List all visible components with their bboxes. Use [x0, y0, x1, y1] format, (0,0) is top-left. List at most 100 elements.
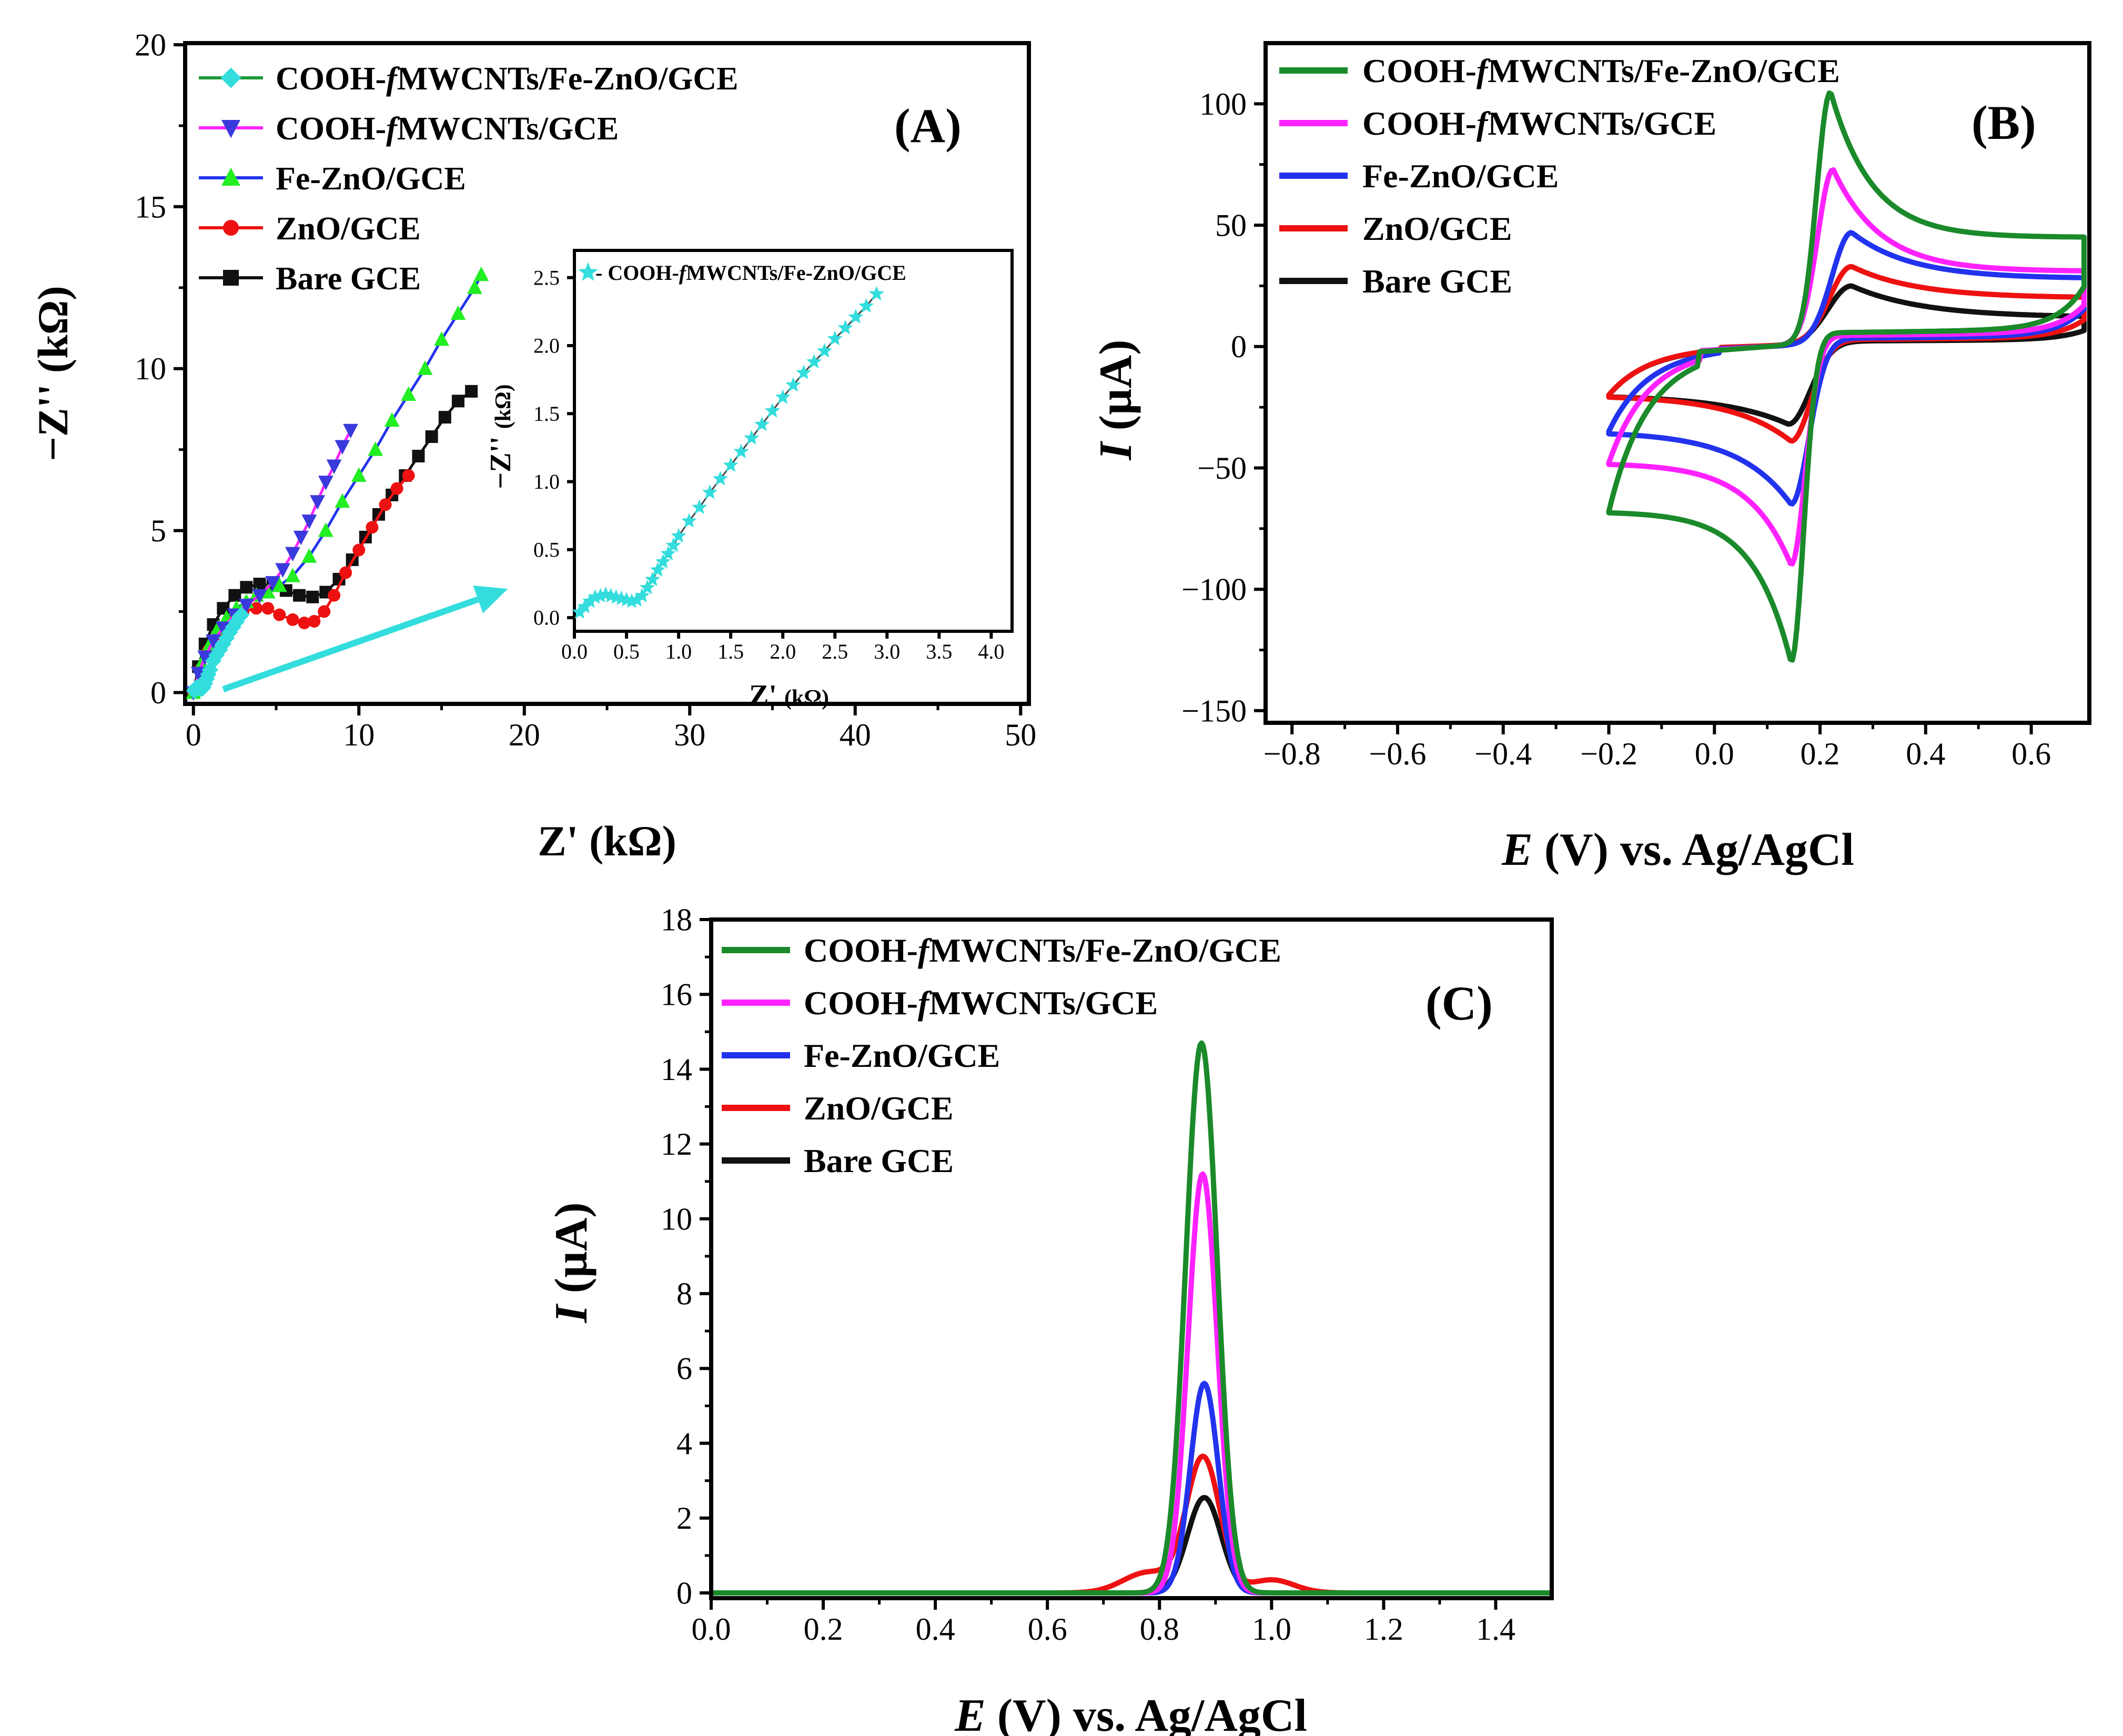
panel-a-inset-legend-marker — [578, 262, 598, 281]
panel-a-arrow-head — [473, 585, 508, 613]
panel-a-point-fe-zno-gce — [318, 522, 333, 537]
panel-c-y-tick-label: 12 — [661, 1127, 692, 1162]
panel-a-point-cooh-fmwcnts-gce — [335, 440, 350, 455]
panel-a-point-cooh-fmwcnts-gce — [265, 576, 281, 591]
panel-a-point-fe-zno-gce — [271, 577, 287, 592]
panel-a-point-zno-gce — [298, 617, 311, 630]
panel-c-y-tick-label: 0 — [676, 1576, 692, 1610]
panel-a-inset-frame — [573, 249, 1014, 633]
panel-c-y-tick-label: 8 — [676, 1277, 692, 1311]
panel-a-inset-y-axis-label-main: −Z'' — [484, 436, 517, 489]
panel-a-legend-label: Bare GCE — [276, 261, 421, 297]
panel-c-y-tick-label: 6 — [676, 1351, 692, 1386]
panel-b-axis-ticks: −0.8 −0.6 −0.4 −0.2 0.0 0.2 0.4 0.6 −150 −100 −50 0… — [1181, 87, 2051, 771]
panel-a-inset-point — [764, 402, 781, 418]
panel-a-legend-swatch-marker — [221, 120, 240, 138]
panel-c-y-tick-label: 14 — [661, 1052, 692, 1087]
panel-c-x-axis-label-symbol: E — [954, 1690, 986, 1736]
panel-a-inset-point — [858, 298, 874, 313]
panel-a-inset-point — [634, 588, 650, 603]
panel-c-chart: 0.0 0.2 0.4 0.6 0.8 1.0 1.2 1.4024681012141618 … — [546, 902, 1554, 1736]
panel-c-x-tick-label: 1.0 — [1252, 1612, 1291, 1647]
panel-a-legend-label: ZnO/GCE — [276, 211, 421, 247]
panel-a-inset-point — [796, 365, 812, 380]
panel-a-point-bare-gce — [253, 578, 266, 591]
panel-a-x-axis-label: Z' (kΩ) — [538, 817, 676, 865]
panel-a-point-fe-zno-gce — [434, 331, 449, 346]
panel-a-y-tick-label: 0 — [150, 675, 166, 710]
panel-a-inset-point — [660, 546, 676, 561]
panel-b-legend-item-cooh-fmwcnts-fe-zno-gce: COOH-fMWCNTs/Fe-ZnO/GCE — [1279, 52, 1840, 89]
panel-a-legend-label: Fe-ZnO/GCE — [276, 161, 466, 197]
panel-a-inset-x-axis-label: Z' (kΩ) — [749, 679, 829, 712]
panel-b-legend-item-cooh-fmwcnts-gce: COOH-fMWCNTs/GCE — [1279, 105, 1716, 142]
panel-a-point-zno-gce — [286, 613, 299, 626]
panel-b-y-axis-label-symbol: I — [1090, 441, 1141, 461]
panel-a-axis-ticks: 0 10 20 30 40 50 0 5 10 15 20 — [135, 27, 1036, 752]
panel-a-inset-point — [785, 377, 801, 392]
panel-a-x-tick-label: 50 — [1005, 718, 1036, 752]
panel-a-legend-swatch-marker — [223, 220, 239, 236]
panel-c-label: (C) — [1426, 976, 1493, 1030]
panel-a-inset-y-axis-label-unit: (kΩ) — [491, 384, 515, 429]
panel-b-x-axis-label-symbol: E — [1501, 824, 1533, 875]
panel-a-inset-point — [572, 604, 588, 619]
panel-a-inset-y-tick-label: 2.5 — [533, 266, 560, 289]
panel-b-legend-label: ZnO/GCE — [1362, 210, 1512, 247]
panel-a-inset-legend-label: - COOH-fMWCNTs/Fe-ZnO/GCE — [595, 261, 906, 285]
panel-a-point-zno-gce — [261, 602, 275, 615]
panel-c-dpv-curve-zno-gce — [710, 1454, 1553, 1596]
panel-a-inset-point — [644, 571, 661, 587]
panel-b-y-axis-label-text: (µA) — [1090, 339, 1141, 442]
panel-a-inset-point — [868, 286, 885, 301]
panel-c-legend-label: COOH-fMWCNTs/GCE — [804, 984, 1158, 1022]
panel-a-point-cooh-fmwcnts-gce — [293, 530, 309, 546]
panel-a-inset-x-tick-label: 3.0 — [874, 640, 900, 663]
panel-a-point-fe-zno-gce — [417, 360, 433, 375]
panel-a-legend-item-zno-gce: ZnO/GCE — [199, 211, 421, 247]
panel-b-x-tick-label: 0.6 — [2011, 736, 2051, 771]
panel-b-x-tick-label: 0.0 — [1695, 736, 1734, 771]
panel-a-point-bare-gce — [412, 450, 425, 462]
panel-b-series — [1606, 90, 2087, 663]
panel-a-x-tick-label: 20 — [509, 718, 540, 752]
panel-a-inset-x-tick-label: 0.0 — [561, 640, 588, 663]
panel-a-point-bare-gce — [293, 589, 306, 602]
panel-c-x-tick-label: 0.4 — [916, 1612, 955, 1647]
panel-a-point-fe-zno-gce — [368, 441, 383, 456]
panel-a-inset-point — [681, 513, 697, 528]
panel-a-point-cooh-fmwcnts-fe-zno-gce — [221, 624, 238, 641]
panel-a-inset-point — [582, 593, 598, 608]
panel-c-x-axis-label: E (V) vs. Ag/AgCl — [954, 1690, 1307, 1736]
panel-c-legend-item-bare-gce: Bare GCE — [722, 1142, 954, 1179]
panel-a-point-zno-gce — [328, 589, 341, 602]
panel-b-y-tick-label: 100 — [1199, 87, 1247, 122]
panel-a-y-tick-label: 15 — [135, 189, 166, 224]
panel-a-point-fe-zno-gce — [335, 493, 350, 508]
panel-a-inset-point — [723, 457, 739, 472]
panel-a-inset-background — [574, 250, 1012, 631]
panel-a-point-cooh-fmwcnts-fe-zno-gce — [233, 607, 250, 623]
panel-c-x-tick-label: 0.8 — [1140, 1612, 1179, 1647]
panel-c-legend-label: ZnO/GCE — [804, 1089, 954, 1127]
panel-a-inset-x-tick-label: 2.5 — [822, 640, 848, 663]
panel-a-x-tick-label: 40 — [840, 718, 871, 752]
panel-a-point-zno-gce — [402, 469, 415, 482]
panel-a-point-cooh-fmwcnts-gce — [238, 599, 254, 613]
panel-a-point-fe-zno-gce — [285, 568, 300, 582]
panel-a-inset-point — [816, 342, 833, 358]
panel-a-inset-x-axis-label-main: Z' — [749, 679, 777, 712]
panel-b-x-tick-label: −0.4 — [1474, 736, 1532, 771]
panel-c-x-tick-label: 0.2 — [804, 1612, 843, 1647]
panel-a-inset-y-tick-label: 1.0 — [533, 470, 560, 493]
panel-a-inset-x-tick-label: 4.0 — [978, 640, 1004, 663]
panel-a-point-zno-gce — [390, 482, 403, 495]
panel-a-inset-point — [587, 589, 603, 604]
panel-a-series — [186, 266, 489, 701]
panel-a-point-cooh-fmwcnts-fe-zno-gce — [211, 641, 228, 658]
panel-a-point-zno-gce — [308, 615, 321, 628]
panel-a-point-zno-gce — [318, 605, 331, 618]
panel-a-point-zno-gce — [352, 543, 366, 557]
panel-c-x-tick-label: 1.4 — [1476, 1612, 1515, 1647]
panel-c-y-tick-label: 4 — [676, 1426, 692, 1461]
